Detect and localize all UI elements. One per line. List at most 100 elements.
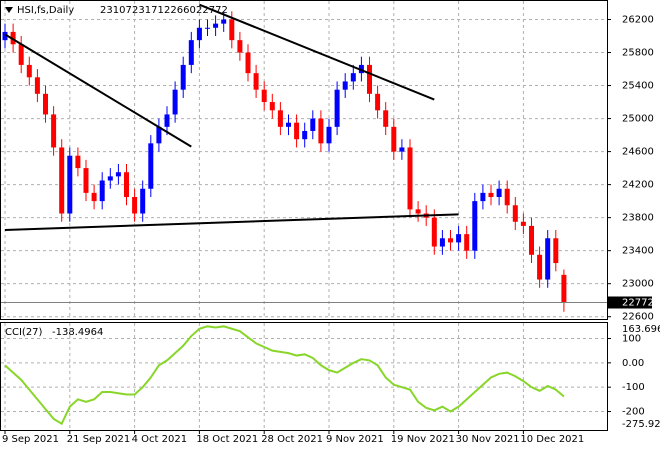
x-tick-label: 30 Nov 2021 (456, 434, 520, 445)
y-tick-label: -200 (622, 407, 645, 418)
y-tick-label: 24600 (622, 147, 654, 158)
candle-body (504, 188, 510, 206)
ohlc-value: 23171 (132, 5, 164, 16)
x-tick-label: 28 Oct 2021 (261, 434, 323, 445)
indicator-value: -138.4964 (52, 327, 103, 338)
x-tick-label: 9 Sep 2021 (2, 434, 59, 445)
x-tick-label: 9 Nov 2021 (326, 434, 384, 445)
candle-body (164, 114, 170, 127)
candle-body (99, 180, 105, 202)
candle-body (334, 89, 340, 127)
candle-body (520, 221, 526, 226)
candle-body (269, 102, 275, 111)
candle-body (213, 23, 219, 28)
candle-body (148, 143, 154, 189)
y-tick-label: 0.00 (622, 358, 644, 369)
indicator-title: CCI(27) (5, 327, 43, 338)
trendline (4, 213, 459, 232)
candle-body (253, 73, 259, 90)
candle-body (2, 31, 8, 41)
candle-body (132, 196, 138, 214)
y-limit-label: -275.924 (622, 419, 660, 430)
candle-body (456, 234, 462, 243)
y-tick-label: -100 (622, 382, 645, 393)
candle-body (18, 44, 24, 65)
candle-body (221, 19, 227, 24)
candle-body (496, 188, 502, 197)
y-tick-label: 25400 (622, 81, 654, 92)
candle-body (261, 89, 267, 103)
trendline (4, 33, 192, 148)
candle-body (277, 110, 283, 127)
candle-body (391, 126, 397, 152)
candle-body (367, 64, 372, 94)
candle-body (439, 238, 445, 247)
candle-body (488, 192, 494, 197)
candle-body (205, 27, 210, 29)
price-tag (608, 296, 652, 309)
x-tick-label: 10 Dec 2021 (520, 434, 584, 445)
candle-body (156, 126, 162, 144)
x-tick-label: 4 Oct 2021 (132, 434, 187, 445)
candle-body (237, 40, 243, 53)
candle-body (310, 118, 316, 131)
candle-body (537, 254, 543, 280)
chart-title: HSI,fs,Daily (17, 5, 74, 16)
y-tick-label: 23000 (622, 279, 654, 290)
candle-body (472, 201, 478, 251)
y-tick-label: 100 (622, 334, 641, 345)
candle-body (553, 238, 559, 264)
candle-body (59, 147, 65, 214)
candle-body (431, 217, 437, 247)
candle-body (172, 89, 178, 115)
candle-body (107, 176, 113, 181)
price-label: 22772 (622, 297, 654, 308)
candle-body (407, 147, 413, 210)
ohlc-value: 22660 (164, 5, 196, 16)
candle-body (91, 192, 97, 202)
candle-body (43, 93, 48, 115)
candle-body (83, 168, 89, 193)
candle-body (245, 52, 251, 74)
candle-body (415, 209, 421, 214)
x-tick-label: 18 Oct 2021 (196, 434, 258, 445)
candle-body (399, 147, 405, 152)
y-tick-label: 26200 (622, 15, 654, 26)
candle-body (342, 81, 348, 90)
candle-body (383, 110, 389, 127)
y-tick-label: 25000 (622, 114, 654, 125)
candle-body (529, 225, 534, 255)
candle-body (464, 234, 470, 251)
candle-body (124, 172, 129, 197)
trendline (199, 3, 435, 101)
candle-body (180, 64, 186, 90)
ohlc-value: 23107 (100, 5, 132, 16)
candle-body (561, 274, 567, 303)
cci-line (4, 325, 565, 426)
y-tick-label: 22600 (622, 312, 654, 323)
candle-body (350, 73, 356, 82)
candle-body (318, 118, 324, 144)
candle-body (75, 155, 81, 169)
candle-body (480, 192, 486, 202)
candle-body (34, 77, 40, 94)
candle-body (545, 238, 551, 280)
candle-body (26, 64, 32, 78)
candle-body (512, 205, 518, 222)
candle-body (51, 114, 57, 148)
candle-body (302, 130, 308, 140)
main-frame (0, 0, 608, 320)
candle-body (188, 40, 194, 65)
y-tick-label: 25800 (622, 48, 654, 59)
candle-body (140, 188, 146, 214)
candle-body (67, 155, 73, 214)
candle-body (448, 238, 453, 243)
candle-body (294, 122, 300, 140)
candle-body (375, 93, 381, 111)
candle-body (358, 64, 364, 74)
x-tick-label: 19 Nov 2021 (391, 434, 455, 445)
y-tick-label: 24200 (622, 180, 654, 191)
candle-body (196, 27, 202, 41)
